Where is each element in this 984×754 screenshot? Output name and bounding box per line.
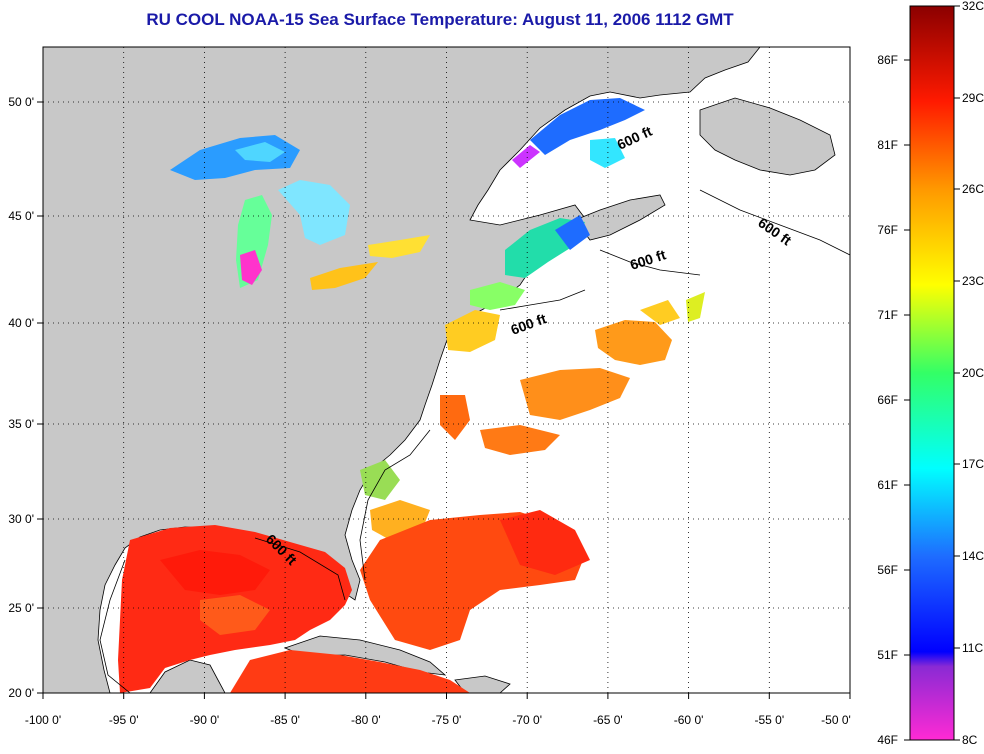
colorbar-f-label: 86F bbox=[877, 53, 898, 67]
y-axis-labels: 50 0' 45 0' 40 0' 35 0' 30 0' 25 0' 20 0… bbox=[8, 95, 34, 700]
x-tick-label: -95 0' bbox=[109, 713, 139, 727]
atlantic-sst bbox=[360, 292, 705, 650]
colorbar: 86F 81F 76F 71F 66F 61F 56F 51F 46F 32C … bbox=[877, 0, 984, 747]
x-tick-label: -65 0' bbox=[593, 713, 623, 727]
map-layers: 600 ft 600 ft 600 ft 600 ft 600 ft bbox=[43, 47, 850, 693]
y-tick-label: 45 0' bbox=[8, 209, 34, 223]
y-tick-label: 50 0' bbox=[8, 95, 34, 109]
x-tick-label: -100 0' bbox=[25, 713, 61, 727]
colorbar-gradient bbox=[909, 5, 955, 741]
x-tick-label: -70 0' bbox=[512, 713, 542, 727]
colorbar-c-label: 14C bbox=[962, 549, 984, 563]
colorbar-c-label: 11C bbox=[962, 641, 983, 655]
colorbar-c-label: 29C bbox=[962, 91, 984, 105]
x-tick-label: -90 0' bbox=[190, 713, 220, 727]
map-title: RU COOL NOAA-15 Sea Surface Temperature:… bbox=[146, 10, 734, 29]
tick-marks bbox=[37, 101, 851, 699]
colorbar-f-label: 46F bbox=[877, 733, 898, 747]
x-tick-label: -60 0' bbox=[674, 713, 704, 727]
colorbar-f-label: 56F bbox=[877, 563, 898, 577]
x-axis-labels: -100 0' -95 0' -90 0' -85 0' -80 0' -75 … bbox=[25, 713, 851, 727]
y-tick-label: 40 0' bbox=[8, 316, 34, 330]
x-tick-label: -50 0' bbox=[821, 713, 851, 727]
land-yucatan bbox=[149, 659, 226, 693]
y-tick-label: 35 0' bbox=[8, 417, 34, 431]
x-tick-label: -75 0' bbox=[432, 713, 462, 727]
northeast-sst bbox=[445, 98, 645, 352]
colorbar-c-label: 23C bbox=[962, 274, 984, 288]
colorbar-c-label: 26C bbox=[962, 182, 984, 196]
land-newfoundland bbox=[699, 97, 836, 176]
gulf-sst bbox=[118, 525, 470, 693]
y-tick-label: 30 0' bbox=[8, 512, 34, 526]
colorbar-c-label: 17C bbox=[962, 457, 984, 471]
colorbar-f-label: 51F bbox=[877, 648, 898, 662]
colorbar-f-label: 71F bbox=[877, 308, 898, 322]
colorbar-c-label: 20C bbox=[962, 366, 984, 380]
colorbar-c-label: 8C bbox=[962, 733, 978, 747]
colorbar-c-label: 32C bbox=[962, 0, 984, 13]
colorbar-f-label: 66F bbox=[877, 393, 898, 407]
x-tick-label: -85 0' bbox=[270, 713, 300, 727]
colorbar-f-label: 81F bbox=[877, 138, 898, 152]
y-tick-label: 25 0' bbox=[8, 601, 34, 615]
colorbar-f-label: 76F bbox=[877, 223, 898, 237]
x-tick-label: -80 0' bbox=[351, 713, 381, 727]
depth-contours bbox=[99, 189, 850, 693]
land-nova-scotia bbox=[574, 194, 666, 241]
great-lakes-sst bbox=[170, 135, 430, 290]
y-tick-label: 20 0' bbox=[8, 686, 34, 700]
x-tick-label: -55 0' bbox=[754, 713, 784, 727]
colorbar-f-label: 61F bbox=[877, 478, 898, 492]
land-north-america bbox=[43, 47, 761, 693]
